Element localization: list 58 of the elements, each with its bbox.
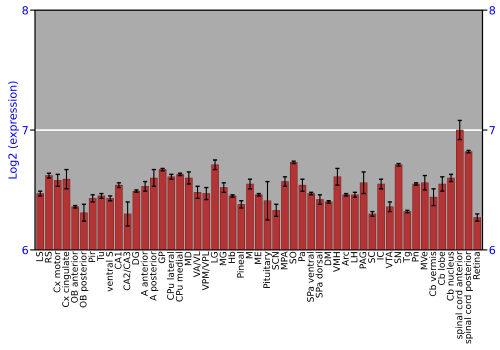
x-tick-label: MG xyxy=(220,252,226,266)
x-tick-label: MD xyxy=(184,252,192,266)
x-tick-label: Hb xyxy=(228,252,236,263)
y2-tick-label: 6 xyxy=(490,246,496,254)
x-tick-label: VPM/VPL xyxy=(202,251,210,290)
x-tick-label: GP xyxy=(158,252,166,264)
x-tick-label: Tu xyxy=(97,252,104,262)
x-tick-label: VMH xyxy=(333,252,340,272)
x-tick-label: A posterior xyxy=(150,251,158,301)
x-tick-label: MVe xyxy=(420,252,428,270)
y-tick-label: 6 xyxy=(22,246,28,254)
x-tick-label: ME xyxy=(254,252,262,264)
x-tick-label: DM xyxy=(324,252,332,266)
x-tick-label: Cb nucleus xyxy=(446,252,454,301)
y2-tick-label: 8 xyxy=(490,6,496,15)
y-axis-title: Log2 (expression) xyxy=(8,81,19,178)
x-tick-label: ventral S xyxy=(106,252,113,292)
x-tick-label: RS xyxy=(44,252,52,262)
x-tick-label: A anterior xyxy=(140,251,148,296)
x-tick-label: Arc xyxy=(342,252,349,266)
x-tick-label: Pn xyxy=(412,252,419,262)
y2-tick-label: 7 xyxy=(490,126,495,134)
x-tick-label: VTA xyxy=(386,251,392,268)
y-tick-label: 7 xyxy=(22,126,28,134)
x-tick-label: IC xyxy=(376,252,384,260)
x-tick-label: OB anterior xyxy=(70,251,78,303)
x-tick-label: SPa dorsal xyxy=(316,252,323,298)
x-tick-label: LS xyxy=(36,252,43,262)
x-tick-label: Pituitary xyxy=(263,252,272,288)
x-tick-label: Tg xyxy=(403,252,412,263)
x-tick-label: SN xyxy=(394,252,402,264)
x-tick-label: CA1 xyxy=(114,252,122,270)
x-tick-label: Pineal xyxy=(236,252,244,278)
x-tick-label: LH xyxy=(350,252,358,262)
x-tick-label: Pir xyxy=(88,251,96,262)
x-tick-label: CA2/CA3 xyxy=(123,252,131,290)
x-tick-label: Cx motor xyxy=(54,251,60,292)
x-tick-label: spinal cord posterior xyxy=(464,251,473,344)
x-tick-label: SO xyxy=(290,252,296,264)
x-tick-label: MPA xyxy=(280,251,288,270)
y-tick-label: 8 xyxy=(22,6,28,15)
x-tick-label: Retina xyxy=(472,252,480,280)
x-tick-label: VA/VL xyxy=(193,251,201,278)
x-tick-label: CPu medial xyxy=(176,252,183,302)
x-tick-label: SPa ventral xyxy=(306,252,314,302)
x-tick-label: M xyxy=(246,252,252,258)
x-tick-label: Cb lobe xyxy=(438,252,445,286)
x-tick-label: SC xyxy=(368,252,375,263)
x-tick-label: spinal cord anterior xyxy=(455,251,464,339)
x-tick-label: SCN xyxy=(272,252,279,270)
x-tick-label: Cb vermis xyxy=(429,252,436,296)
x-tick-label: OB posterior xyxy=(80,251,88,308)
x-tick-label: CPu lateral xyxy=(166,252,174,300)
x-tick-label: PAG xyxy=(359,252,366,268)
x-tick-label: LG xyxy=(210,252,218,262)
x-tick-label: Pa xyxy=(298,252,306,261)
x-tick-label: Cx cingulate xyxy=(62,252,71,308)
x-tick-label: DG xyxy=(132,252,140,264)
